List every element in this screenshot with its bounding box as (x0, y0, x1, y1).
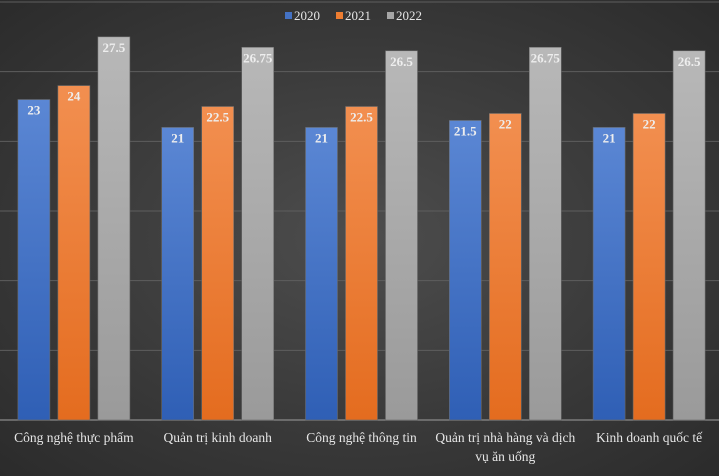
bar-2021-3 (488, 113, 522, 421)
legend-swatch-2020 (285, 12, 292, 19)
category-label: vụ ăn uống (475, 449, 535, 464)
data-label: 22.5 (206, 110, 229, 125)
category-label: Công nghệ thực phẩm (14, 430, 134, 445)
data-label: 21 (315, 130, 328, 145)
data-label: 24 (67, 89, 81, 104)
bar-2020-0 (17, 99, 51, 421)
bar-2021-2 (345, 106, 378, 421)
bar-2021-0 (57, 85, 91, 421)
category-label: Quản trị nhà hàng và dịch (435, 430, 575, 445)
data-label: 26.75 (243, 50, 273, 65)
data-label: 23 (27, 103, 41, 118)
data-label: 22 (643, 116, 656, 131)
data-label: 26.75 (531, 50, 561, 65)
bar-2022-4 (672, 50, 706, 421)
legend-swatch-2022 (387, 12, 394, 19)
bar-2020-4 (592, 127, 626, 421)
data-label: 27.5 (103, 40, 126, 55)
category-label: Kinh doanh quốc tế (596, 430, 703, 445)
bar-2022-3 (528, 46, 562, 421)
bar-2020-3 (448, 120, 482, 421)
data-label: 21 (603, 130, 616, 145)
data-label: 26.5 (678, 54, 701, 69)
data-label: 26.5 (390, 54, 413, 69)
data-label: 21.5 (454, 123, 477, 138)
bar-2022-2 (385, 50, 418, 421)
bar-2021-4 (632, 113, 666, 421)
legend-swatch-2021 (336, 12, 343, 19)
category-label: Công nghệ thông tin (306, 430, 417, 445)
category-label: Quản trị kinh doanh (164, 430, 273, 445)
legend-label: 2022 (396, 8, 422, 23)
data-label: 22 (499, 116, 512, 131)
bar-2021-1 (201, 106, 234, 421)
data-label: 22.5 (350, 110, 373, 125)
legend-label: 2021 (345, 8, 371, 23)
bar-2022-1 (241, 46, 274, 421)
bar-2020-2 (305, 127, 338, 421)
bar-2022-0 (97, 36, 131, 421)
legend-label: 2020 (294, 8, 320, 23)
bar-2020-1 (161, 127, 194, 421)
data-label: 21 (171, 130, 184, 145)
